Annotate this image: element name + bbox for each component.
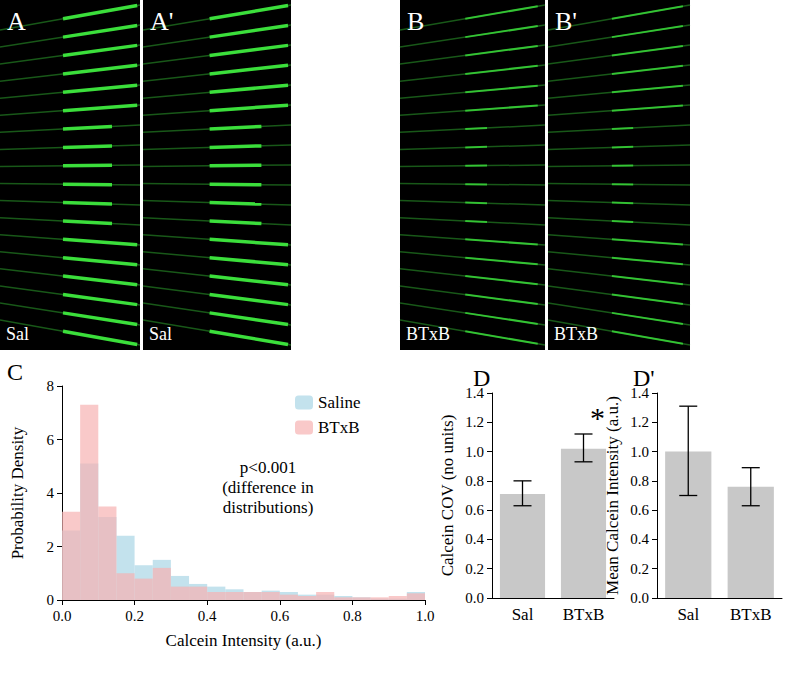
svg-text:B': B': [555, 7, 577, 36]
svg-text:4: 4: [47, 485, 55, 501]
svg-text:0.4: 0.4: [465, 531, 484, 547]
svg-text:BTxB: BTxB: [318, 418, 360, 437]
svg-text:0.0: 0.0: [465, 590, 484, 606]
svg-text:p<0.001: p<0.001: [240, 458, 296, 477]
svg-text:1.2: 1.2: [630, 414, 649, 430]
svg-text:0.6: 0.6: [465, 502, 484, 518]
svg-text:1.2: 1.2: [465, 414, 484, 430]
svg-text:Sal: Sal: [6, 324, 29, 344]
svg-text:distributions): distributions): [223, 498, 314, 517]
svg-text:Probability Density: Probability Density: [8, 426, 27, 559]
svg-text:Mean Calcein Intensity (a.u.): Mean Calcein Intensity (a.u.): [603, 396, 622, 595]
svg-text:1.4: 1.4: [465, 385, 484, 401]
svg-text:BTxB: BTxB: [730, 605, 772, 624]
svg-text:BTxB: BTxB: [563, 605, 605, 624]
svg-text:0.6: 0.6: [630, 502, 649, 518]
svg-text:0: 0: [47, 592, 55, 608]
svg-text:0.0: 0.0: [53, 608, 72, 624]
svg-text:Calcein COV (no units): Calcein COV (no units): [438, 415, 457, 577]
svg-text:0.8: 0.8: [465, 473, 484, 489]
svg-text:0.2: 0.2: [630, 561, 649, 577]
svg-text:0.8: 0.8: [630, 473, 649, 489]
svg-text:Saline: Saline: [318, 393, 361, 412]
svg-text:2: 2: [47, 539, 55, 555]
svg-text:1.4: 1.4: [630, 385, 649, 401]
svg-text:C: C: [7, 359, 23, 385]
svg-text:A': A': [150, 7, 173, 36]
svg-text:BTxB: BTxB: [554, 324, 598, 344]
svg-text:0.2: 0.2: [465, 561, 484, 577]
svg-text:1.0: 1.0: [416, 608, 435, 624]
svg-text:1.0: 1.0: [465, 444, 484, 460]
svg-text:(difference in: (difference in: [222, 478, 314, 497]
svg-text:BTxB: BTxB: [406, 324, 450, 344]
svg-text:0.2: 0.2: [125, 608, 144, 624]
svg-text:*: *: [590, 401, 605, 434]
svg-text:Sal: Sal: [149, 324, 172, 344]
svg-text:D: D: [473, 365, 490, 391]
svg-text:1.0: 1.0: [630, 444, 649, 460]
svg-text:0.4: 0.4: [198, 608, 217, 624]
svg-text:Calcein Intensity (a.u.): Calcein Intensity (a.u.): [166, 631, 322, 650]
svg-text:0.0: 0.0: [630, 590, 649, 606]
svg-text:B: B: [407, 7, 424, 36]
svg-text:Sal: Sal: [677, 605, 699, 624]
svg-text:D': D': [633, 365, 655, 391]
svg-text:Sal: Sal: [512, 605, 534, 624]
svg-text:A: A: [7, 7, 26, 36]
svg-text:8: 8: [47, 378, 55, 394]
svg-text:0.4: 0.4: [630, 531, 649, 547]
svg-text:6: 6: [47, 432, 55, 448]
svg-text:0.6: 0.6: [270, 608, 289, 624]
svg-text:0.8: 0.8: [343, 608, 362, 624]
